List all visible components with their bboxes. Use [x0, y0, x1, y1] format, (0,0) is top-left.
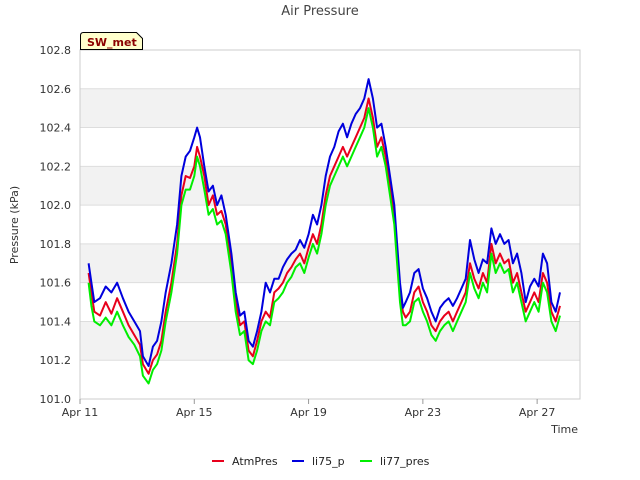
y-tick-label: 102.4	[40, 122, 72, 135]
legend-label: li77_pres	[380, 455, 430, 468]
background-band	[80, 321, 580, 361]
badge-shape	[80, 32, 143, 50]
y-tick-label: 101.4	[40, 315, 72, 328]
series-line-li75_p	[87, 78, 561, 367]
y-tick-label: 101.2	[40, 354, 72, 367]
badge-label: SW_met	[87, 36, 137, 49]
chart-title: Air Pressure	[281, 4, 359, 19]
series-layer	[87, 78, 561, 385]
x-tick-label: Apr 15	[176, 406, 213, 419]
y-tick-label: 101.6	[40, 277, 72, 290]
y-axis-ticks: 101.0 101.2 101.4 101.6 101.8 102.0 102.2 102.4…	[40, 44, 72, 406]
background-bands	[80, 88, 580, 361]
y-tick-label: 102.0	[40, 199, 72, 212]
y-tick-label: 102.2	[40, 160, 72, 173]
y-tick-label: 101.8	[40, 238, 72, 251]
x-tick-label: Apr 23	[405, 406, 442, 419]
y-tick-label: 102.8	[40, 44, 72, 57]
plot-area-border	[79, 49, 581, 400]
series-line-li77_pres	[87, 107, 561, 385]
y-tick-label: 101.0	[40, 393, 72, 406]
x-tick-label: Apr 27	[519, 406, 556, 419]
station-badge: SW_met	[80, 32, 143, 50]
x-axis-title: Time	[550, 423, 578, 436]
legend-label: li75_p	[312, 455, 345, 468]
legend-label: AtmPres	[232, 455, 278, 468]
x-tick-label: Apr 11	[62, 406, 99, 419]
x-axis-ticks: Apr 11 Apr 15 Apr 19 Apr 23 Apr 27	[62, 399, 556, 419]
legend: AtmPres li75_p li77_pres	[212, 455, 430, 468]
background-band	[80, 88, 580, 128]
x-tick-label: Apr 19	[290, 406, 327, 419]
y-axis-title: Pressure (kPa)	[8, 186, 21, 264]
y-tick-label: 102.6	[40, 83, 72, 96]
